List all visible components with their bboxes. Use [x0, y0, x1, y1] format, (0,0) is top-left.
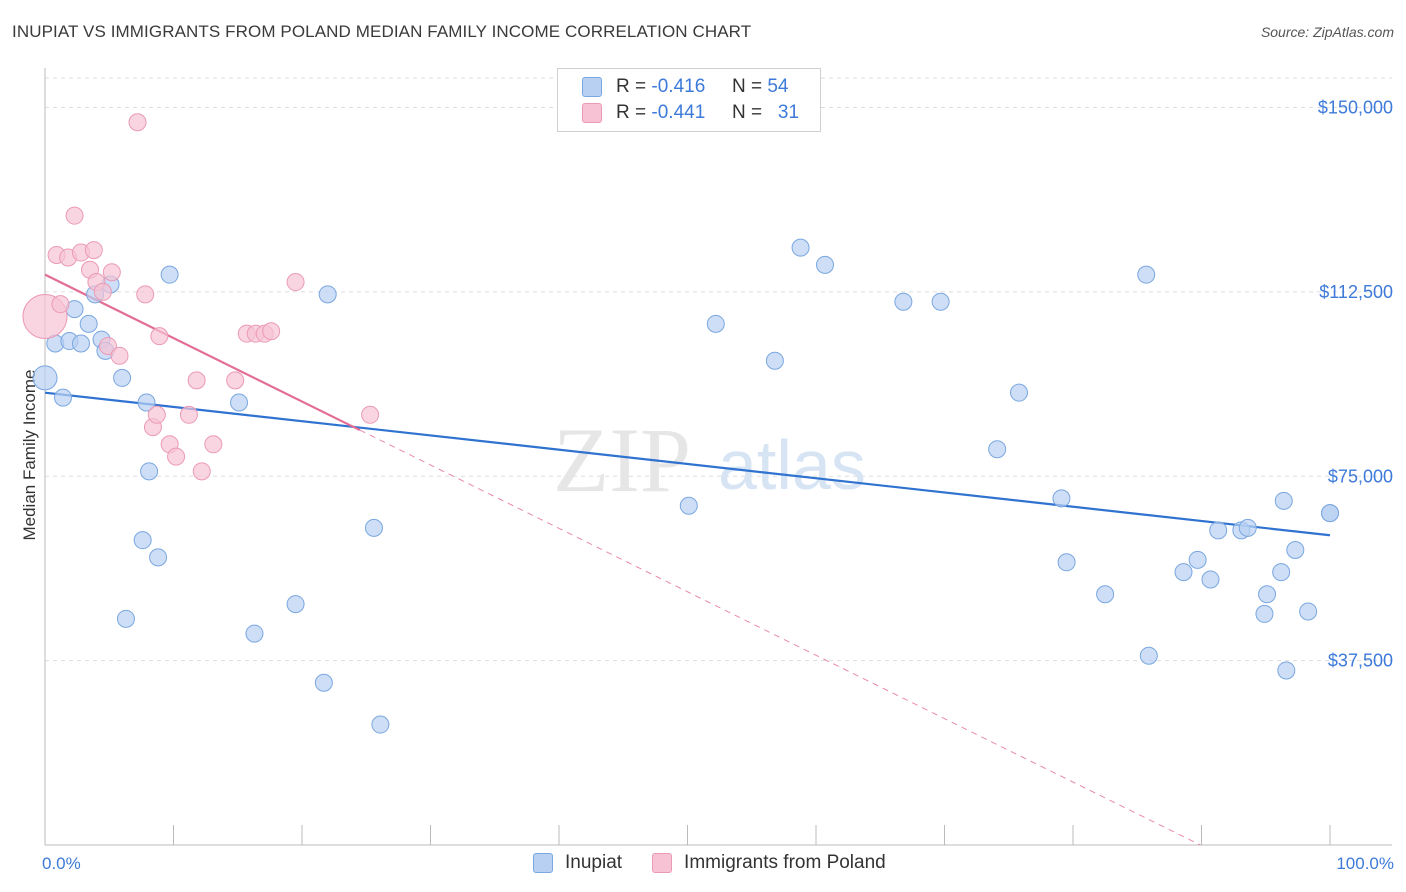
- inupiat-point: [230, 393, 249, 412]
- poland-point: [51, 295, 70, 314]
- inupiat-point: [1272, 563, 1291, 582]
- poland-point: [204, 435, 223, 454]
- legend-item-poland[interactable]: Immigrants from Poland: [652, 852, 886, 874]
- inupiat-point: [1238, 518, 1257, 537]
- poland-point: [136, 285, 155, 304]
- inupiat-point: [1255, 604, 1274, 623]
- inupiat-point: [32, 365, 58, 391]
- inupiat-point: [245, 624, 264, 643]
- inupiat-point: [1188, 550, 1207, 569]
- poland-point: [128, 113, 147, 132]
- inupiat-point: [1052, 489, 1071, 508]
- watermark-atlas: atlas: [718, 426, 866, 504]
- inupiat-legend-swatch: [533, 853, 553, 873]
- legend-row-poland: R = -0.441 N = 31: [582, 101, 799, 125]
- n-value-inupiat: 54: [767, 76, 789, 97]
- inupiat-point: [371, 715, 390, 734]
- inupiat-point: [133, 531, 152, 550]
- poland-point: [147, 405, 166, 424]
- stats-legend: R = -0.416 N = 54 R = -0.441 N = 31: [557, 68, 821, 132]
- poland-point: [98, 336, 117, 355]
- inupiat-point: [286, 595, 305, 614]
- inupiat-point: [1174, 563, 1193, 582]
- y-tick-label: $75,000: [1328, 466, 1393, 486]
- poland-point: [65, 206, 84, 225]
- inupiat-point: [1057, 553, 1076, 572]
- poland-legend-swatch: [652, 853, 673, 873]
- watermark-zip: ZIP: [553, 409, 691, 511]
- r-label: R =: [616, 76, 647, 97]
- poland-point: [361, 405, 380, 424]
- inupiat-point: [679, 496, 698, 515]
- poland-swatch: [582, 103, 602, 123]
- poland-point: [226, 371, 245, 390]
- r-label: R =: [616, 102, 647, 123]
- inupiat-trend-line: [44, 391, 1331, 537]
- inupiat-point: [988, 440, 1007, 459]
- inupiat-point: [71, 334, 90, 353]
- inupiat-point: [1321, 504, 1339, 523]
- inupiat-point: [1010, 383, 1029, 402]
- inupiat-point: [1137, 265, 1156, 284]
- poland-point: [167, 447, 186, 466]
- inupiat-point: [1258, 585, 1277, 604]
- poland-point: [84, 241, 103, 260]
- inupiat-point: [1274, 491, 1293, 510]
- y-tick-label: $112,500: [1319, 282, 1393, 302]
- inupiat-point: [1286, 541, 1305, 559]
- inupiat-point: [79, 314, 98, 333]
- inupiat-point: [53, 388, 72, 407]
- inupiat-point: [1201, 570, 1220, 589]
- inupiat-swatch: [582, 77, 602, 97]
- poland-trend-line-extension: [359, 429, 1201, 846]
- y-tick-label: $150,000: [1318, 98, 1393, 118]
- poland-point: [286, 273, 305, 292]
- inupiat-point: [140, 462, 159, 481]
- n-label: N =: [731, 76, 763, 97]
- inupiat-point: [1139, 646, 1158, 665]
- r-value-poland: -0.441: [651, 102, 706, 123]
- inupiat-point: [894, 292, 913, 311]
- x-tick-left: 0.0%: [42, 854, 81, 873]
- inupiat-point: [931, 292, 950, 311]
- inupiat-point: [149, 548, 168, 567]
- inupiat-point: [1277, 661, 1296, 680]
- poland-point: [102, 263, 121, 282]
- inupiat-point: [160, 265, 179, 284]
- y-tick-label: $37,500: [1328, 651, 1393, 671]
- inupiat-point: [364, 518, 383, 537]
- inupiat-point: [765, 351, 784, 370]
- inupiat-point: [1096, 585, 1115, 604]
- poland-point: [262, 322, 281, 341]
- inupiat-point: [1299, 602, 1318, 621]
- legend-row-inupiat: R = -0.416 N = 54: [582, 75, 788, 99]
- poland-legend-label: Immigrants from Poland: [684, 852, 886, 873]
- poland-point: [192, 462, 211, 481]
- poland-point: [110, 346, 129, 365]
- inupiat-point: [116, 609, 135, 628]
- inupiat-point: [706, 314, 725, 333]
- inupiat-legend-label: Inupiat: [565, 852, 623, 873]
- inupiat-point: [113, 368, 132, 387]
- poland-point: [179, 405, 198, 424]
- n-label: N =: [731, 102, 763, 123]
- inupiat-point: [1209, 521, 1228, 540]
- source-credit: Source: ZipAtlas.com: [1260, 24, 1394, 40]
- n-value-poland: 31: [777, 102, 800, 123]
- inupiat-point: [314, 673, 333, 692]
- inupiat-point: [318, 285, 337, 304]
- inupiat-point: [791, 238, 810, 257]
- inupiat-point: [815, 255, 834, 274]
- inupiat-point: [137, 393, 156, 412]
- poland-point: [150, 327, 169, 346]
- x-tick-right: 100.0%: [1336, 854, 1394, 873]
- poland-point: [93, 282, 112, 301]
- legend-item-inupiat[interactable]: Inupiat: [533, 852, 622, 874]
- r-value-inupiat: -0.416: [651, 76, 706, 97]
- chart-title: INUPIAT VS IMMIGRANTS FROM POLAND MEDIAN…: [12, 22, 752, 41]
- series-legend: Inupiat Immigrants from Poland: [533, 852, 916, 874]
- poland-point: [187, 371, 206, 390]
